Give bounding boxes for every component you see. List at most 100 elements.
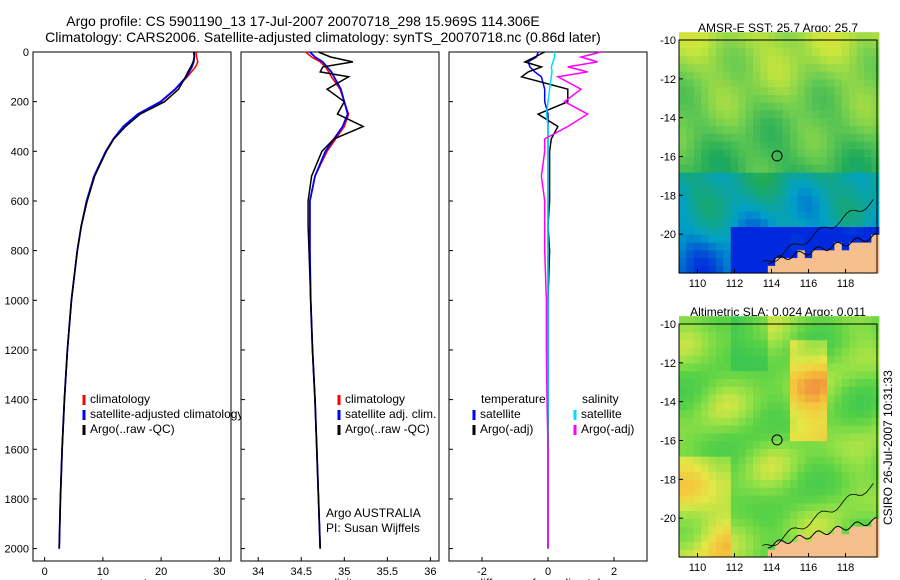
heatmap-cell [856,133,865,142]
heatmap-cell [856,102,865,111]
heatmap-cell [775,347,784,356]
heatmap-cell [693,487,702,496]
heatmap-cell [804,125,813,134]
heatmap-cell [827,156,835,165]
heatmap-cell [745,234,754,243]
heatmap-cell [871,425,880,434]
heatmap-cell [701,156,710,165]
heatmap-cell [723,32,732,41]
heatmap-cell [841,226,850,235]
heatmap-cell [834,179,843,189]
heatmap-cell [730,487,739,496]
heatmap-cell [760,141,769,150]
heatmap-cell [693,362,702,372]
heatmap-cell [856,241,865,251]
heatmap-cell [767,510,776,519]
heatmap-cell [716,502,724,511]
heatmap-cell [856,440,865,449]
heatmap-cell [686,109,695,119]
heatmap-cell [701,94,710,103]
heatmap-cell [819,533,828,543]
heatmap-cell [790,195,798,204]
heatmap-cell [827,432,835,442]
heatmap-cell [804,226,813,235]
heatmap-cell [834,226,843,235]
heatmap-cell [723,257,732,266]
heatmap-cell [716,409,724,418]
heatmap-cell [738,440,747,449]
heatmap-cell [708,331,717,341]
heatmap-cell [871,241,880,251]
heatmap-cell [849,494,858,504]
heatmap-cell [701,86,710,95]
heatmap-cell [849,487,858,496]
heatmap-cell [693,393,702,403]
heatmap-cell [686,417,695,426]
heatmap-cell [753,265,761,274]
heatmap-cell [701,494,710,504]
heatmap-cell [864,109,872,119]
heatmap-cell [864,148,872,158]
heatmap-cell [693,401,702,411]
heatmap-cell [679,241,687,251]
heatmap-cell [819,417,828,426]
heatmap-cell [775,257,784,266]
heatmap-cell [849,401,858,411]
heatmap-cell [856,386,865,395]
heatmap-cell [834,378,843,387]
heatmap-cell [686,218,695,227]
heatmap-cell [760,549,769,558]
heatmap-cell [849,386,858,395]
heatmap-cell [701,117,710,127]
heatmap-cell [849,518,858,527]
heatmap-cell [782,265,791,274]
heatmap-cell [767,187,776,196]
heatmap-cell [738,86,747,95]
heatmap-cell [871,55,880,64]
heatmap-cell [753,195,761,204]
heatmap-cell [827,55,835,64]
heatmap-cell [686,156,695,165]
heatmap-cell [730,386,739,395]
heatmap-cell [782,218,791,227]
heatmap-cell [693,86,702,95]
heatmap-cell [686,210,695,220]
heatmap-cell [782,355,791,364]
heatmap-cell [782,549,791,558]
heatmap-cell [790,448,798,457]
heatmap-cell [804,133,813,142]
heatmap-cell [834,47,843,57]
heatmap-cell [686,456,695,465]
heatmap-cell [819,265,828,274]
x-tick-label: 112 [726,278,744,290]
heatmap-cell [679,525,687,535]
heatmap-cell [790,463,798,473]
heatmap-cell [819,226,828,235]
heatmap-cell [849,102,858,111]
heatmap-cell [730,525,739,535]
heatmap-cell [767,218,776,227]
heatmap-cell [812,241,821,251]
heatmap-cell [841,518,850,527]
heatmap-cell [745,417,754,426]
heatmap-cell [827,494,835,504]
heatmap-cell [871,378,880,387]
heatmap-cell [716,156,724,165]
heatmap-cell [745,86,754,95]
heatmap-cell [797,378,806,387]
heatmap-cell [767,355,776,364]
heatmap-cell [782,525,791,535]
heatmap-cell [775,355,784,364]
heatmap-cell [834,257,843,266]
heatmap-cell [693,179,702,189]
heatmap-cell [716,125,724,134]
heatmap-cell [804,102,813,111]
heatmap-cell [849,525,858,535]
x-tick-label: 118 [837,278,855,290]
heatmap-cell [767,40,776,49]
heatmap-cell [753,125,761,134]
heatmap-cell [841,179,850,189]
heatmap-cell [804,187,813,196]
y-tick-label: 1800 [5,494,29,506]
heatmap-cell [812,316,821,325]
